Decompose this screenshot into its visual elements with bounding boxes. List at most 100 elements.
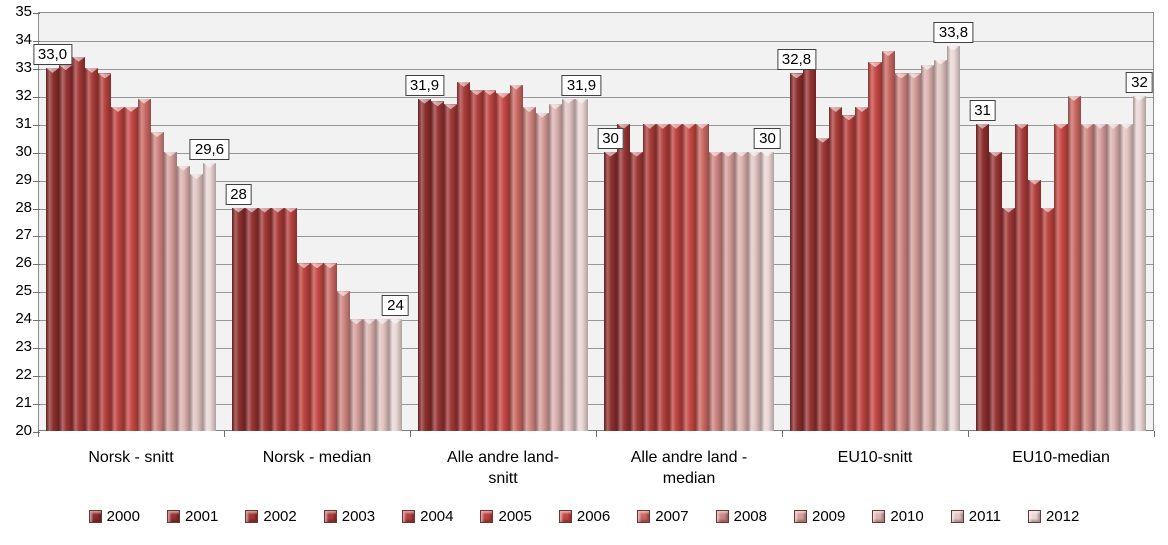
- bar-2001: [803, 56, 817, 431]
- legend-swatch-icon: [637, 510, 651, 523]
- y-axis-tick-label: 30: [15, 142, 32, 160]
- legend-swatch-icon: [166, 510, 180, 523]
- y-axis-tick: [33, 376, 40, 378]
- bar-2000: [604, 151, 618, 431]
- legend-label: 2000: [106, 508, 140, 525]
- bar-2011: [933, 59, 947, 431]
- gridline: [39, 348, 1153, 350]
- bar-2010: [734, 151, 748, 431]
- data-label: 32,8: [776, 49, 817, 71]
- legend-item-2007: 2007: [637, 508, 689, 525]
- data-label: 33,0: [32, 43, 73, 65]
- category-label: EU10-snitt: [837, 449, 913, 466]
- bar-2012: [574, 98, 589, 431]
- bar-group: [38, 12, 224, 431]
- bar-2012: [946, 45, 961, 431]
- bar-group: [968, 12, 1154, 431]
- y-axis-tick-label: 26: [15, 254, 32, 272]
- bar-2003: [457, 81, 471, 431]
- bar-2009: [535, 112, 549, 431]
- bar-2009: [721, 151, 735, 431]
- bar-2007: [881, 51, 895, 431]
- bar-2011: [1119, 123, 1133, 431]
- bar-2001: [989, 151, 1003, 431]
- bar-2008: [1080, 123, 1094, 431]
- legend-item-2005: 2005: [480, 508, 532, 525]
- bar-2006: [868, 62, 882, 431]
- x-axis-tick: [1154, 431, 1155, 437]
- bar-2010: [920, 65, 934, 431]
- gridline: [39, 376, 1153, 378]
- bar-2005: [669, 123, 683, 431]
- bar-2008: [150, 132, 164, 431]
- bar-2008: [522, 106, 536, 431]
- bar-2004: [284, 207, 298, 431]
- bar-2002: [816, 137, 830, 431]
- x-axis-tick: [38, 431, 39, 437]
- y-axis-tick: [33, 404, 40, 406]
- legend-label: 2008: [733, 508, 767, 525]
- x-axis-tick: [224, 431, 225, 437]
- legend-item-2002: 2002: [245, 508, 297, 525]
- bar-2011: [747, 151, 761, 431]
- legend-item-2004: 2004: [402, 508, 453, 525]
- bar-2006: [496, 93, 510, 431]
- legend-label: 2009: [811, 508, 846, 525]
- bar-2005: [855, 106, 869, 431]
- legend-item-2011: 2011: [950, 508, 1001, 525]
- gridline: [39, 292, 1153, 294]
- bar-2010: [1106, 123, 1120, 431]
- gridline: [39, 264, 1153, 266]
- bar-2006: [124, 106, 138, 431]
- gridline: [39, 236, 1153, 238]
- gridline: [39, 68, 1153, 70]
- category-label: Norsk - median: [262, 449, 372, 466]
- bar-2002: [72, 56, 86, 431]
- data-label: 30: [597, 127, 624, 149]
- bar-groups: [38, 12, 1154, 431]
- bar-2008: [708, 151, 722, 431]
- bar-2010: [176, 165, 190, 431]
- data-label: 32: [1126, 71, 1153, 93]
- bar-2003: [1015, 123, 1029, 431]
- legend-item-2000: 2000: [88, 508, 140, 525]
- bar-2007: [509, 84, 523, 431]
- y-axis-tick: [33, 152, 40, 154]
- legend-label: 2011: [968, 508, 1001, 525]
- bar-2007: [1067, 95, 1081, 431]
- bar-2001: [59, 65, 73, 431]
- legend-swatch-icon: [872, 510, 886, 523]
- bar-2009: [349, 319, 363, 431]
- bar-2002: [258, 207, 272, 431]
- y-axis-tick-label: 25: [15, 282, 32, 300]
- data-label: 31: [969, 99, 996, 121]
- bar-2002: [1002, 207, 1016, 431]
- bar-2012: [388, 319, 403, 431]
- bar-2004: [470, 90, 484, 431]
- x-axis-tick: [968, 431, 969, 437]
- y-axis-tick-label: 23: [15, 338, 32, 356]
- bar-2002: [630, 151, 644, 431]
- category-label: Alle andre land - median: [630, 449, 748, 487]
- bar-group: [224, 12, 410, 431]
- legend-swatch-icon: [88, 510, 102, 523]
- legend-label: 2001: [184, 508, 219, 525]
- bar-2000: [232, 207, 246, 431]
- legend-label: 2003: [341, 508, 376, 525]
- legend-label: 2012: [1046, 508, 1080, 525]
- bar-2005: [483, 90, 497, 431]
- legend-label: 2004: [420, 508, 454, 525]
- y-axis-tick: [33, 348, 40, 350]
- category-label: EU10-median: [1012, 449, 1110, 466]
- bar-2011: [561, 98, 575, 431]
- bar-2004: [98, 73, 112, 431]
- y-axis-tick-label: 28: [15, 198, 32, 216]
- bar-2003: [85, 67, 99, 431]
- legend-swatch-icon: [793, 510, 807, 523]
- gridline: [39, 40, 1153, 42]
- bar-2001: [431, 101, 445, 431]
- bar-2006: [310, 263, 324, 431]
- gridline: [39, 208, 1153, 210]
- bar-2003: [643, 123, 657, 431]
